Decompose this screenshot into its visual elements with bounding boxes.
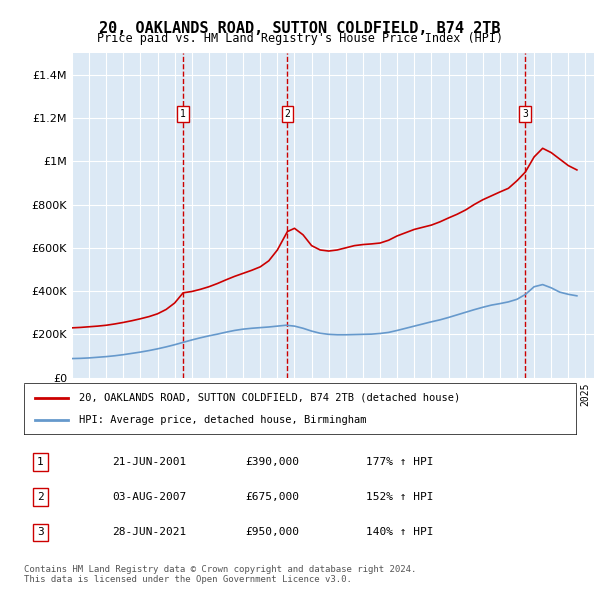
Text: 21-JUN-2001: 21-JUN-2001 bbox=[112, 457, 187, 467]
Text: Contains HM Land Registry data © Crown copyright and database right 2024.
This d: Contains HM Land Registry data © Crown c… bbox=[24, 565, 416, 584]
Text: Price paid vs. HM Land Registry's House Price Index (HPI): Price paid vs. HM Land Registry's House … bbox=[97, 32, 503, 45]
Text: £675,000: £675,000 bbox=[245, 493, 299, 502]
Text: 152% ↑ HPI: 152% ↑ HPI bbox=[366, 493, 434, 502]
Text: 140% ↑ HPI: 140% ↑ HPI bbox=[366, 527, 434, 537]
Text: 177% ↑ HPI: 177% ↑ HPI bbox=[366, 457, 434, 467]
Text: 1: 1 bbox=[37, 457, 44, 467]
Text: 28-JUN-2021: 28-JUN-2021 bbox=[112, 527, 187, 537]
Text: £950,000: £950,000 bbox=[245, 527, 299, 537]
Text: 2: 2 bbox=[284, 109, 290, 119]
Text: £390,000: £390,000 bbox=[245, 457, 299, 467]
Text: HPI: Average price, detached house, Birmingham: HPI: Average price, detached house, Birm… bbox=[79, 415, 367, 425]
Text: 20, OAKLANDS ROAD, SUTTON COLDFIELD, B74 2TB (detached house): 20, OAKLANDS ROAD, SUTTON COLDFIELD, B74… bbox=[79, 392, 460, 402]
Text: 03-AUG-2007: 03-AUG-2007 bbox=[112, 493, 187, 502]
Text: 3: 3 bbox=[37, 527, 44, 537]
Text: 1: 1 bbox=[180, 109, 186, 119]
Text: 2: 2 bbox=[37, 493, 44, 502]
Text: 20, OAKLANDS ROAD, SUTTON COLDFIELD, B74 2TB: 20, OAKLANDS ROAD, SUTTON COLDFIELD, B74… bbox=[99, 21, 501, 35]
Text: 3: 3 bbox=[523, 109, 528, 119]
